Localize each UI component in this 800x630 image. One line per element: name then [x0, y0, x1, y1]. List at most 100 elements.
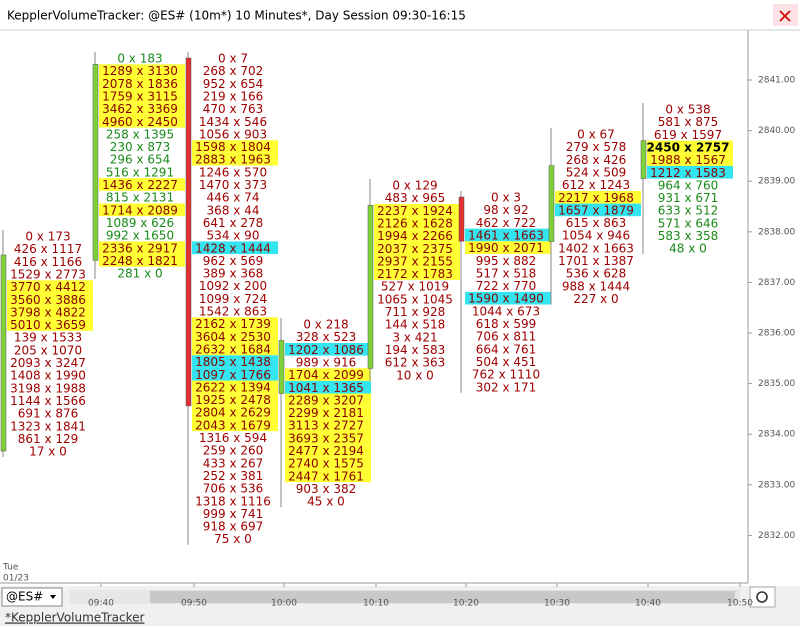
row-highlight	[7, 318, 93, 331]
volume-cell: 1041 x 1365	[288, 381, 364, 395]
row-highlight	[285, 342, 371, 356]
time-label: 10:20	[453, 599, 479, 609]
volume-cell: 2450 x 2757	[647, 140, 730, 154]
volume-cell: 470 x 763	[203, 102, 264, 116]
volume-cell: 2037 x 2375	[377, 242, 453, 256]
volume-cell: 1408 x 1990	[10, 369, 86, 383]
volume-cell: 3693 x 2357	[288, 431, 364, 445]
volume-cell: 1246 x 570	[199, 165, 267, 179]
volume-cell: 1704 x 2099	[288, 368, 364, 382]
row-highlight	[285, 406, 371, 419]
row-highlight	[285, 418, 371, 432]
candle-body	[367, 204, 374, 369]
volume-cell: 2172 x 1783	[377, 267, 453, 281]
volume-cell: 534 x 90	[207, 229, 260, 243]
row-highlight	[465, 241, 551, 254]
volume-cell: 3 x 421	[392, 330, 437, 344]
row-highlight	[192, 140, 278, 153]
row-highlight	[99, 76, 185, 90]
volume-cell: 2883 x 1963	[195, 153, 271, 167]
volume-cell: 75 x 0	[214, 532, 252, 546]
volume-cell: 1529 x 2773	[10, 267, 86, 281]
row-highlight	[192, 317, 278, 330]
volume-cell: 1316 x 594	[199, 431, 267, 445]
row-highlight	[192, 241, 278, 255]
volume-cell: 1044 x 673	[472, 304, 540, 318]
row-highlight	[285, 431, 371, 445]
volume-cell: 989 x 916	[296, 355, 357, 369]
volume-cell: 368 x 44	[207, 203, 260, 217]
scroll-thumb[interactable]	[150, 591, 735, 603]
price-label: 2837.00	[758, 278, 795, 288]
time-label: 09:50	[181, 599, 207, 609]
row-highlight	[374, 203, 460, 217]
volume-cell: 0 x 67	[577, 128, 615, 142]
tab[interactable]: *KepplerVolumeTracker	[5, 611, 145, 625]
volume-cell: 2632 x 1684	[195, 342, 271, 356]
volume-cell: 581 x 875	[658, 115, 719, 129]
volume-cell: 952 x 654	[203, 77, 264, 91]
volume-cell: 416 x 1166	[14, 255, 82, 269]
volume-cell: 205 x 1070	[14, 343, 82, 357]
volume-cell: 1092 x 200	[199, 279, 267, 293]
price-label: 2838.00	[758, 227, 795, 237]
volume-cell: 964 x 760	[658, 178, 719, 192]
volume-cell: 389 x 368	[203, 267, 264, 281]
volume-cell: 706 x 811	[476, 330, 537, 344]
volume-cell: 1701 x 1387	[558, 254, 634, 268]
volume-cell: 1428 x 1444	[195, 241, 271, 255]
volume-cell: 962 x 569	[203, 254, 264, 268]
row-highlight	[192, 405, 278, 419]
volume-cell: 268 x 702	[203, 64, 264, 78]
volume-cell: 446 x 74	[207, 191, 260, 205]
price-label: 2840.00	[758, 126, 795, 136]
row-highlight	[192, 152, 278, 166]
volume-cell: 2237 x 1924	[377, 204, 453, 218]
volume-cell: 664 x 761	[476, 342, 537, 356]
row-highlight	[99, 241, 185, 255]
volume-cell: 536 x 628	[566, 267, 627, 281]
candle-body	[640, 140, 647, 179]
volume-cell: 2162 x 1739	[195, 317, 271, 331]
row-highlight	[285, 444, 371, 457]
row-highlight	[465, 291, 551, 305]
row-highlight	[374, 267, 460, 280]
volume-cell: 706 x 536	[203, 482, 264, 496]
instrument-select[interactable]	[1, 587, 63, 607]
row-highlight	[374, 254, 460, 268]
row-highlight	[285, 368, 371, 381]
volume-cell: 815 x 2131	[106, 191, 174, 205]
volume-cell: 219 x 166	[203, 89, 264, 103]
volume-cell: 583 x 358	[658, 229, 719, 243]
volume-cell: 17 x 0	[29, 445, 67, 459]
volume-cell: 462 x 722	[476, 216, 537, 230]
volume-cell: 1054 x 946	[562, 229, 630, 243]
row-highlight	[99, 178, 185, 191]
volume-cell: 2477 x 2194	[288, 444, 364, 458]
volume-cell: 4960 x 2450	[102, 115, 178, 129]
window-title: KepplerVolumeTracker: @ES# (10m*) 10 Min…	[7, 9, 466, 23]
volume-cell: 3798 x 4822	[10, 305, 86, 319]
date-day: Tue	[2, 563, 19, 573]
volume-cell: 2289 x 3207	[288, 393, 364, 407]
time-label: 10:30	[544, 599, 570, 609]
row-highlight	[7, 280, 93, 293]
volume-cell: 259 x 260	[203, 444, 264, 458]
volume-cell: 268 x 426	[566, 153, 627, 167]
volume-cell: 0 x 173	[25, 230, 70, 244]
volume-cell: 0 x 3	[491, 191, 521, 205]
row-highlight	[99, 64, 185, 77]
volume-cell: 1542 x 863	[199, 305, 267, 319]
volume-cell: 0 x 538	[665, 103, 710, 117]
volume-cell: 1714 x 2089	[102, 203, 178, 217]
volume-cell: 1089 x 626	[106, 216, 174, 230]
volume-cell: 0 x 218	[303, 318, 348, 332]
reset-button[interactable]	[749, 586, 776, 608]
volume-cell: 1461 x 1663	[468, 228, 544, 242]
date-text: 01/23	[3, 574, 29, 584]
volume-cell: 2078 x 1836	[102, 77, 178, 91]
volume-cell: 1990 x 2071	[468, 241, 544, 255]
volume-cell: 1988 x 1567	[650, 153, 726, 167]
volume-cell: 3604 x 2530	[195, 330, 271, 344]
volume-cell: 612 x 363	[385, 356, 446, 370]
